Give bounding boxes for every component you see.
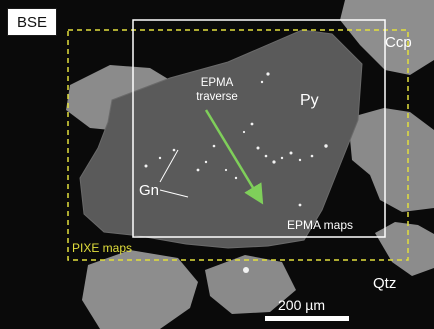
pixe-maps-box: [67, 29, 409, 261]
epma-traverse-label-line1: EPMA: [200, 77, 234, 89]
galena-speck: [242, 130, 246, 134]
galena-speck: [234, 176, 238, 180]
mineral-label-quartz: Qtz: [373, 275, 397, 292]
epma-traverse-label: EPMA traverse: [180, 76, 254, 105]
galena-speck: [172, 148, 176, 152]
galena-speck: [204, 160, 208, 164]
galena-speck: [144, 164, 148, 168]
scale-bar: [265, 316, 349, 321]
imaging-mode-label: BSE: [7, 8, 57, 36]
galena-leader-line: [159, 189, 189, 198]
galena-speck: [196, 168, 200, 172]
epma-maps-label: EPMA maps: [287, 218, 354, 232]
galena-speck: [298, 203, 302, 207]
mineral-label-pyrite: Py: [300, 92, 319, 109]
epma-maps-box: [132, 19, 386, 238]
galena-speck: [158, 156, 162, 160]
galena-speck: [289, 151, 293, 155]
right-edge-grain: [375, 222, 434, 276]
galena-speck: [243, 267, 249, 273]
mineral-label-galena: Gn: [139, 182, 160, 199]
galena-speck: [260, 80, 264, 84]
galena-inclusions: [144, 72, 328, 273]
mineral-label-chalcopyrite: Ccp: [385, 34, 412, 51]
galena-speck: [250, 122, 254, 126]
galena-leader-line: [159, 149, 179, 183]
lower-left-grain: [82, 250, 198, 329]
galena-speck: [266, 72, 270, 76]
galena-leader-lines: [159, 149, 189, 198]
galena-speck: [264, 154, 268, 158]
galena-speck: [310, 154, 314, 158]
galena-speck: [256, 146, 260, 150]
galena-speck: [272, 160, 276, 164]
galena-speck: [224, 168, 228, 172]
pixe-maps-label: PIXE maps: [72, 241, 133, 255]
galena-speck: [280, 156, 284, 160]
epma-traverse-label-line2: traverse: [196, 91, 238, 104]
scale-bar-label: 200 µm: [278, 297, 325, 313]
galena-speck: [298, 158, 302, 162]
upper-right-grain: [340, 0, 434, 75]
right-grain: [348, 108, 434, 212]
epma-traverse-arrow: [204, 109, 264, 205]
galena-speck: [212, 144, 216, 148]
galena-speck: [324, 144, 328, 148]
lower-middle-grain: [205, 255, 296, 314]
